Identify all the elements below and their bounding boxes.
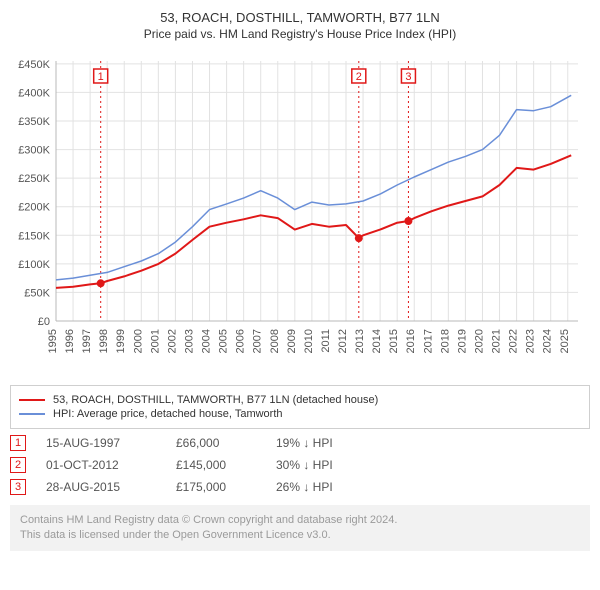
sale-delta: 19% ↓ HPI <box>276 436 333 450</box>
svg-text:2015: 2015 <box>388 329 400 353</box>
sale-date: 28-AUG-2015 <box>46 480 156 494</box>
svg-text:£0: £0 <box>38 316 50 328</box>
svg-text:2006: 2006 <box>235 329 247 353</box>
sale-price: £175,000 <box>176 480 256 494</box>
svg-text:3: 3 <box>405 71 411 83</box>
price-chart: £0 £50K £100K £150K £200K £250K £300K £350K £400… <box>8 47 592 377</box>
svg-text:2014: 2014 <box>371 329 383 353</box>
legend-label: 53, ROACH, DOSTHILL, TAMWORTH, B77 1LN (… <box>53 394 378 406</box>
svg-text:2010: 2010 <box>303 329 315 353</box>
sale-marker-box: 1 <box>10 435 26 451</box>
svg-text:2002: 2002 <box>166 329 178 353</box>
svg-text:2013: 2013 <box>354 329 366 353</box>
svg-text:2000: 2000 <box>132 329 144 353</box>
svg-text:£100K: £100K <box>18 259 50 271</box>
svg-text:2019: 2019 <box>456 329 468 353</box>
svg-text:2025: 2025 <box>559 329 571 353</box>
svg-text:1998: 1998 <box>98 329 110 353</box>
svg-text:£400K: £400K <box>18 87 50 99</box>
svg-text:2017: 2017 <box>422 329 434 353</box>
svg-text:2024: 2024 <box>542 329 554 353</box>
svg-text:1: 1 <box>98 71 104 83</box>
sale-delta: 30% ↓ HPI <box>276 458 333 472</box>
svg-text:2023: 2023 <box>525 329 537 353</box>
svg-text:2011: 2011 <box>320 329 332 353</box>
svg-text:2020: 2020 <box>473 329 485 353</box>
sales-table: 1 15-AUG-1997 £66,000 19% ↓ HPI 2 01-OCT-2012… <box>10 435 590 495</box>
sales-row: 1 15-AUG-1997 £66,000 19% ↓ HPI <box>10 435 590 451</box>
svg-text:2021: 2021 <box>491 329 503 353</box>
svg-text:2016: 2016 <box>405 329 417 353</box>
chart-subtitle: Price paid vs. HM Land Registry's House … <box>8 27 592 41</box>
svg-text:2003: 2003 <box>183 329 195 353</box>
svg-text:£150K: £150K <box>18 230 50 242</box>
legend-label: HPI: Average price, detached house, Tamw… <box>53 408 283 420</box>
sale-marker-box: 3 <box>10 479 26 495</box>
svg-text:£450K: £450K <box>18 59 50 71</box>
svg-text:1999: 1999 <box>115 329 127 353</box>
svg-text:2001: 2001 <box>149 329 161 353</box>
svg-text:£50K: £50K <box>24 287 50 299</box>
sale-delta: 26% ↓ HPI <box>276 480 333 494</box>
sale-marker-box: 2 <box>10 457 26 473</box>
attribution-line: Contains HM Land Registry data © Crown c… <box>20 513 580 528</box>
sales-row: 2 01-OCT-2012 £145,000 30% ↓ HPI <box>10 457 590 473</box>
legend-swatch <box>19 413 45 415</box>
svg-text:2004: 2004 <box>201 329 213 353</box>
svg-text:2018: 2018 <box>439 329 451 353</box>
svg-text:£200K: £200K <box>18 202 50 214</box>
legend: 53, ROACH, DOSTHILL, TAMWORTH, B77 1LN (… <box>10 385 590 429</box>
svg-text:2007: 2007 <box>252 329 264 353</box>
sale-price: £66,000 <box>176 436 256 450</box>
sale-date: 15-AUG-1997 <box>46 436 156 450</box>
svg-text:1996: 1996 <box>64 329 76 353</box>
svg-text:2005: 2005 <box>218 329 230 353</box>
chart-container: £0 £50K £100K £150K £200K £250K £300K £350K £400… <box>8 47 592 377</box>
legend-item: 53, ROACH, DOSTHILL, TAMWORTH, B77 1LN (… <box>19 394 581 406</box>
svg-text:2009: 2009 <box>286 329 298 353</box>
svg-text:2012: 2012 <box>337 329 349 353</box>
legend-item: HPI: Average price, detached house, Tamw… <box>19 408 581 420</box>
chart-title: 53, ROACH, DOSTHILL, TAMWORTH, B77 1LN <box>8 10 592 25</box>
svg-text:2022: 2022 <box>508 329 520 353</box>
attribution: Contains HM Land Registry data © Crown c… <box>10 505 590 551</box>
svg-text:£350K: £350K <box>18 116 50 128</box>
svg-text:2: 2 <box>356 71 362 83</box>
legend-swatch <box>19 399 45 401</box>
svg-text:1995: 1995 <box>47 329 59 353</box>
svg-text:1997: 1997 <box>81 329 93 353</box>
sale-price: £145,000 <box>176 458 256 472</box>
svg-text:£300K: £300K <box>18 145 50 157</box>
attribution-line: This data is licensed under the Open Gov… <box>20 528 580 543</box>
svg-text:2008: 2008 <box>269 329 281 353</box>
sales-row: 3 28-AUG-2015 £175,000 26% ↓ HPI <box>10 479 590 495</box>
sale-date: 01-OCT-2012 <box>46 458 156 472</box>
svg-text:£250K: £250K <box>18 173 50 185</box>
